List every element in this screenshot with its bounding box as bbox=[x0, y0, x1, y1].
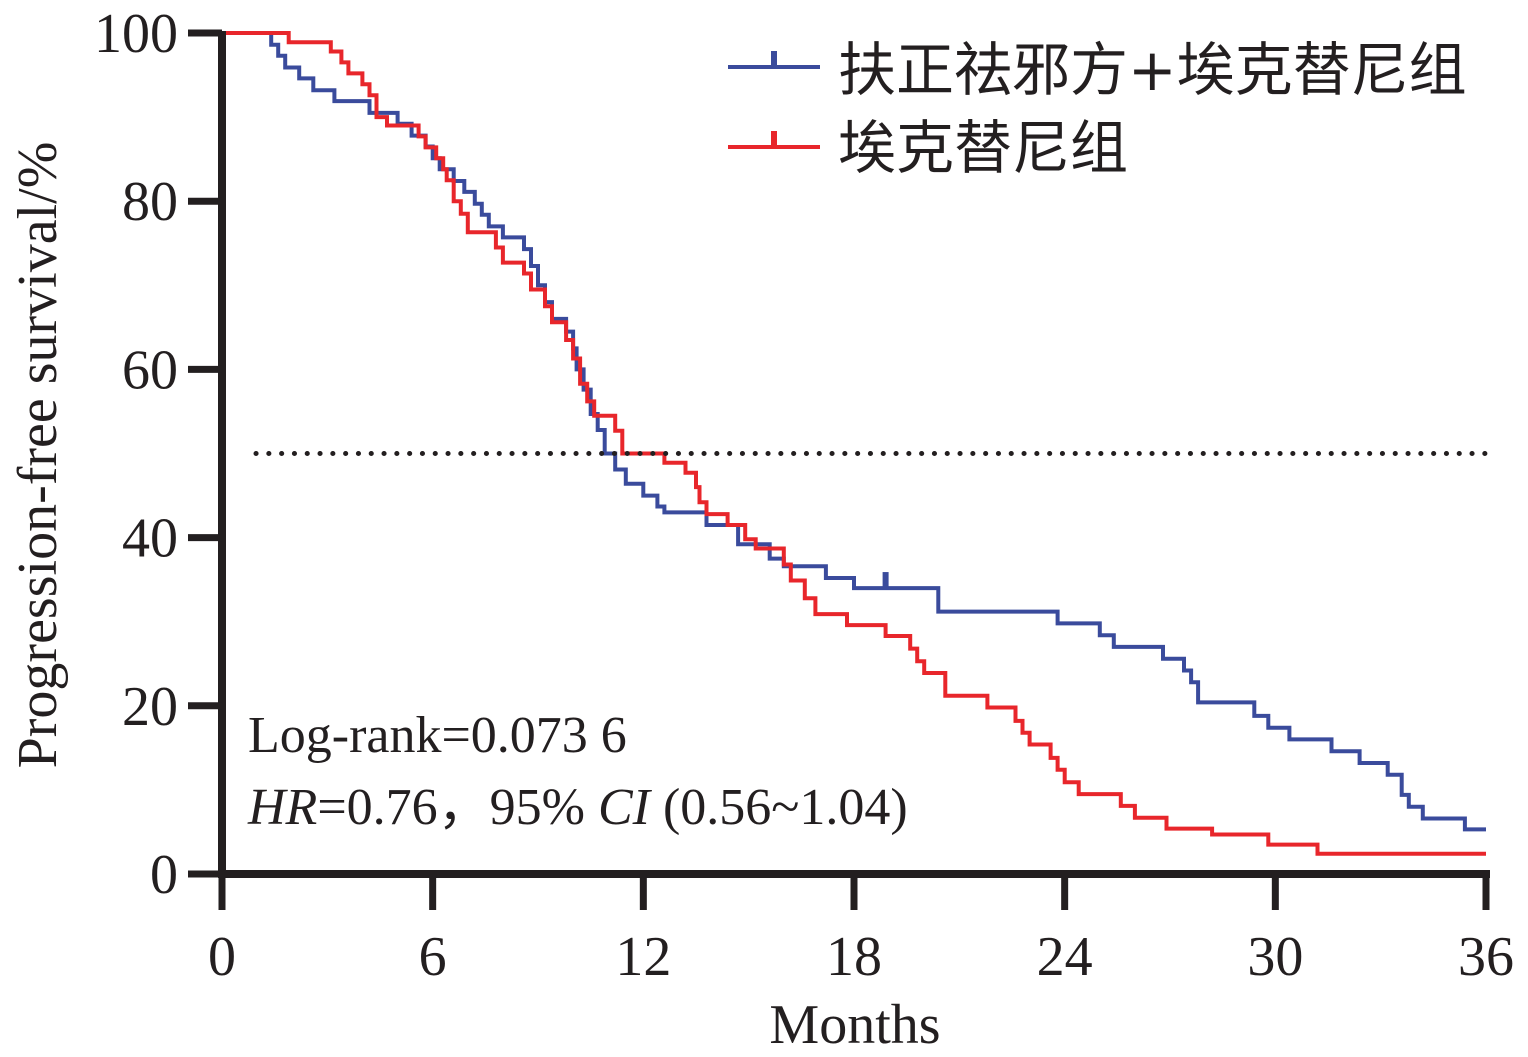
y-tick-label: 60 bbox=[122, 339, 178, 401]
legend-item-combo: 扶正祛邪方+埃克替尼组 bbox=[728, 36, 1467, 104]
x-tick-label: 0 bbox=[208, 926, 236, 988]
hr-annotation: HR=0.76，95% CI (0.56~1.04) bbox=[247, 779, 908, 836]
legend-label-icotinib: 埃克替尼组 bbox=[838, 114, 1128, 182]
km-curve-icotinib bbox=[222, 31, 1486, 856]
legend: 扶正祛邪方+埃克替尼组 埃克替尼组 bbox=[728, 36, 1467, 182]
x-tick-label: 36 bbox=[1458, 926, 1514, 988]
x-tick-label: 24 bbox=[1037, 926, 1093, 988]
x-tick-label: 12 bbox=[615, 926, 671, 988]
legend-label-combo: 扶正祛邪方+埃克替尼组 bbox=[838, 36, 1467, 104]
legend-item-icotinib: 埃克替尼组 bbox=[728, 114, 1128, 182]
x-axis-label: Months bbox=[769, 994, 940, 1056]
y-tick-label: 20 bbox=[122, 676, 178, 738]
y-tick-label: 80 bbox=[122, 171, 178, 233]
x-tick-label: 30 bbox=[1247, 926, 1303, 988]
y-axis: 0 20 40 60 80 100 bbox=[94, 3, 226, 906]
x-tick-label: 6 bbox=[419, 926, 447, 988]
y-tick-label: 100 bbox=[94, 3, 178, 65]
y-tick-label: 0 bbox=[150, 844, 178, 906]
y-tick-label: 40 bbox=[122, 508, 178, 570]
y-axis-label: Progression-free survival/% bbox=[7, 142, 69, 769]
x-axis: 0 6 12 18 24 30 36 bbox=[208, 870, 1514, 988]
plot-series bbox=[222, 31, 1486, 856]
ci-label: CI bbox=[598, 779, 653, 836]
ci-range: (0.56~1.04) bbox=[650, 779, 908, 836]
hr-label: HR bbox=[247, 779, 317, 836]
x-tick-label: 18 bbox=[826, 926, 882, 988]
logrank-annotation: Log-rank=0.073 6 bbox=[248, 707, 627, 764]
hr-value: =0.76，95% bbox=[317, 779, 598, 836]
